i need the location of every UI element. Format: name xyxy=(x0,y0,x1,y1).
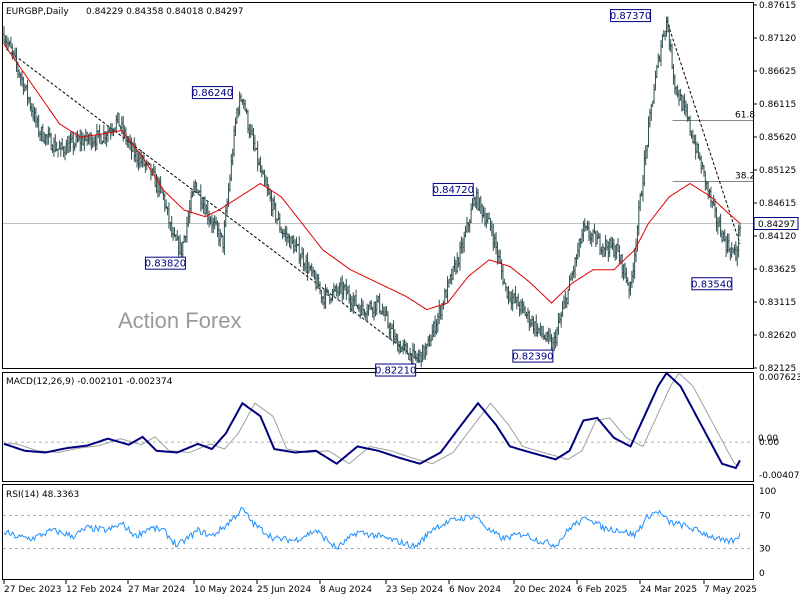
ma-line xyxy=(3,43,741,311)
date-tick-label: 8 Aug 2024 xyxy=(320,585,372,595)
macd-tick-label: 0.00 xyxy=(759,438,779,448)
macd-title: MACD(12,26,9) -0.002101 -0.002374 xyxy=(6,377,173,387)
rsi-tick-label: 0 xyxy=(759,569,765,579)
macd-signal-line xyxy=(4,372,741,466)
svg-text:0.86240: 0.86240 xyxy=(192,88,233,99)
price-bars xyxy=(2,16,742,371)
date-tick-label: 12 Feb 2024 xyxy=(66,585,122,595)
date-tick-label: 23 Sep 2024 xyxy=(386,585,443,595)
fib-label: 61.8 xyxy=(735,110,755,120)
rsi-tick-label: 30 xyxy=(759,544,771,554)
price-tick-label: 0.87120 xyxy=(759,34,796,44)
rsi-panel[interactable] xyxy=(2,484,754,580)
fib-label: 38.2 xyxy=(735,172,755,182)
watermark: Action Forex xyxy=(118,308,242,333)
svg-text:0.84720: 0.84720 xyxy=(433,185,474,196)
rsi-title: RSI(14) 48.3363 xyxy=(6,490,79,500)
price-tick-label: 0.82620 xyxy=(759,331,796,341)
swing-label: 0.83820 xyxy=(145,256,186,270)
svg-text:0.82210: 0.82210 xyxy=(375,366,416,377)
chart-header-ohlc: 0.84229 0.84358 0.84018 0.84297 xyxy=(86,7,243,17)
price-tick-label: 0.83625 xyxy=(759,265,796,275)
date-tick-label: 6 Nov 2024 xyxy=(449,585,501,595)
swing-label: 0.82390 xyxy=(512,349,554,363)
price-tick-label: 0.87615 xyxy=(759,1,796,11)
macd-line xyxy=(3,371,741,470)
date-tick-label: 27 Mar 2024 xyxy=(128,585,185,595)
swing-label: 0.87370 xyxy=(610,9,651,23)
date-tick-label: 27 Dec 2023 xyxy=(4,585,62,595)
date-tick-label: 20 Dec 2024 xyxy=(514,585,572,595)
svg-text:0.83540: 0.83540 xyxy=(691,279,732,290)
swing-label: 0.82210 xyxy=(375,363,416,377)
rsi-line xyxy=(3,507,741,551)
rsi-tick-label: 70 xyxy=(759,512,771,522)
svg-text:0.84297: 0.84297 xyxy=(758,220,795,230)
price-tick-label: 0.83115 xyxy=(759,298,796,308)
macd-zero-tag: 0.00 xyxy=(758,434,778,444)
swing-label: 0.86240 xyxy=(192,86,233,100)
swing-label: 0.83540 xyxy=(691,277,733,291)
trendline xyxy=(666,19,741,245)
price-bar xyxy=(738,222,742,237)
macd-tick-label: 0.007623 xyxy=(759,373,800,383)
price-tick-label: 0.86115 xyxy=(759,100,796,110)
current-price-tag: 0.84297 xyxy=(753,217,799,231)
date-tick-label: 10 May 2024 xyxy=(194,585,253,595)
date-tick-label: 6 Feb 2025 xyxy=(577,585,627,595)
svg-text:0.87370: 0.87370 xyxy=(610,11,651,22)
swing-label: 0.84720 xyxy=(433,182,474,196)
price-tick-label: 0.86625 xyxy=(759,67,796,77)
price-tick-label: 0.84615 xyxy=(759,199,796,209)
date-tick-label: 25 Jun 2024 xyxy=(257,585,311,595)
price-tick-label: 0.85125 xyxy=(759,166,796,176)
chart-header-symbol: EURGBP,Daily xyxy=(6,7,69,17)
date-tick-label: 24 Mar 2025 xyxy=(640,585,697,595)
svg-text:0.82390: 0.82390 xyxy=(512,352,553,363)
price-tick-label: 0.85620 xyxy=(759,133,796,143)
macd-tick-label: -0.004073 xyxy=(759,471,800,481)
rsi-tick-label: 100 xyxy=(759,487,776,497)
price-tick-label: 0.82125 xyxy=(759,364,796,374)
svg-text:0.83820: 0.83820 xyxy=(145,259,186,270)
price-tick-label: 0.84120 xyxy=(759,232,796,242)
moving-average xyxy=(3,43,741,311)
date-tick-label: 7 May 2025 xyxy=(704,585,757,595)
